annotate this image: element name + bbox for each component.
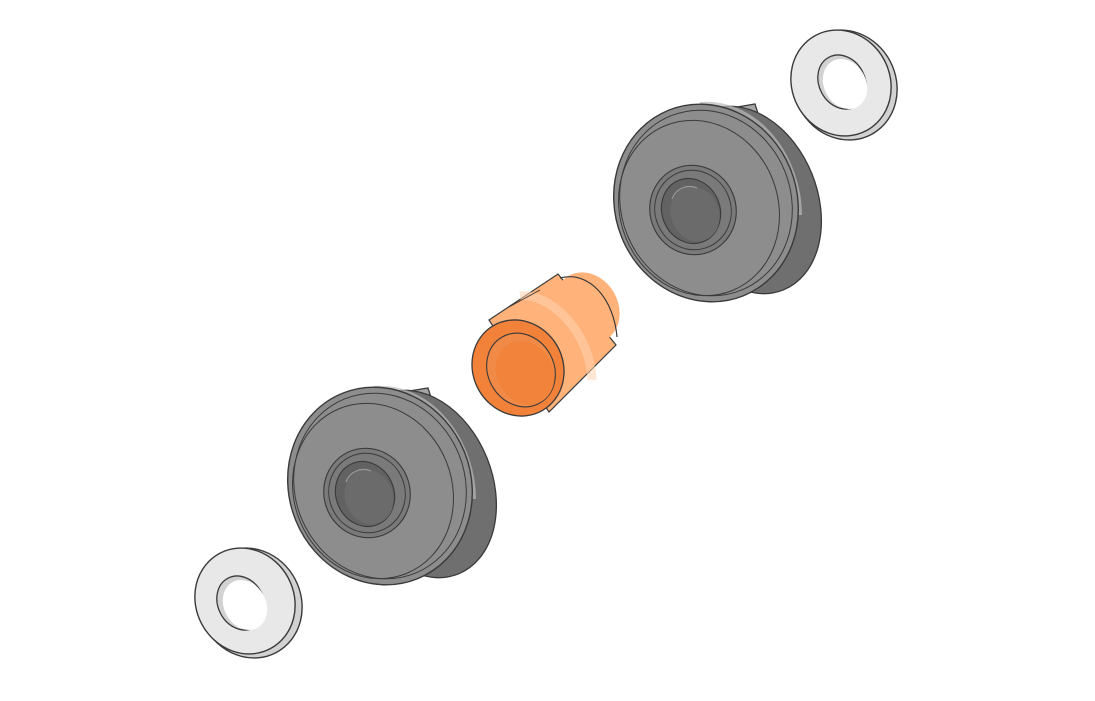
spacer-sleeve: [471, 272, 620, 417]
bearing-top-right: [612, 101, 823, 303]
washer-top-right: [790, 29, 898, 141]
bearing-bottom-left: [286, 385, 498, 586]
washer-bottom-left: [194, 547, 303, 659]
